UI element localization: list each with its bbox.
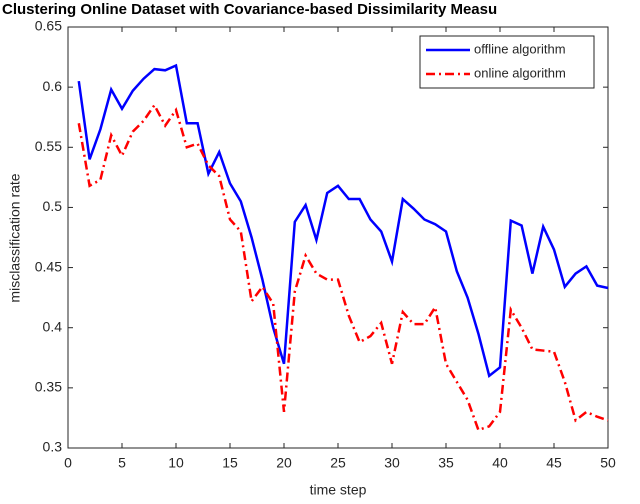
y-tick-label: 0.5 (43, 198, 63, 214)
x-tick-label: 50 (600, 455, 616, 471)
y-tick-label: 0.55 (35, 138, 62, 154)
y-tick-label: 0.35 (35, 379, 62, 395)
x-tick-label: 40 (492, 455, 508, 471)
y-tick-label: 0.3 (43, 439, 63, 455)
x-axis-label: time step (310, 482, 367, 498)
x-tick-label: 20 (276, 455, 292, 471)
series-line (77, 102, 609, 432)
y-axis-label: misclassification rate (7, 173, 23, 302)
x-tick-label: 5 (118, 455, 126, 471)
y-tick-label: 0.4 (43, 318, 63, 334)
x-tick-label: 15 (222, 455, 238, 471)
legend-box (419, 35, 595, 89)
legend-label: offline algorithm (474, 41, 566, 56)
chart-title: Clustering Online Dataset with Covarianc… (2, 1, 497, 18)
y-tick-label: 0.6 (43, 78, 63, 94)
x-tick-label: 10 (168, 455, 184, 471)
legend-label: online algorithm (474, 65, 566, 80)
x-tick-label: 0 (64, 455, 72, 471)
series-line (77, 63, 609, 378)
x-tick-label: 35 (438, 455, 454, 471)
x-tick-label: 45 (546, 455, 562, 471)
y-tick-label: 0.45 (35, 258, 62, 274)
x-tick-label: 30 (384, 455, 400, 471)
x-tick-label: 25 (330, 455, 346, 471)
y-tick-label: 0.65 (35, 18, 62, 34)
